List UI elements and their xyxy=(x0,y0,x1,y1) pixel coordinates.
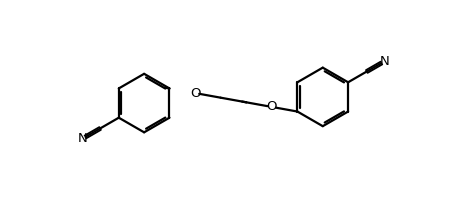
Text: O: O xyxy=(267,100,277,113)
Text: N: N xyxy=(380,55,389,68)
Text: O: O xyxy=(190,87,200,100)
Text: N: N xyxy=(77,132,87,145)
